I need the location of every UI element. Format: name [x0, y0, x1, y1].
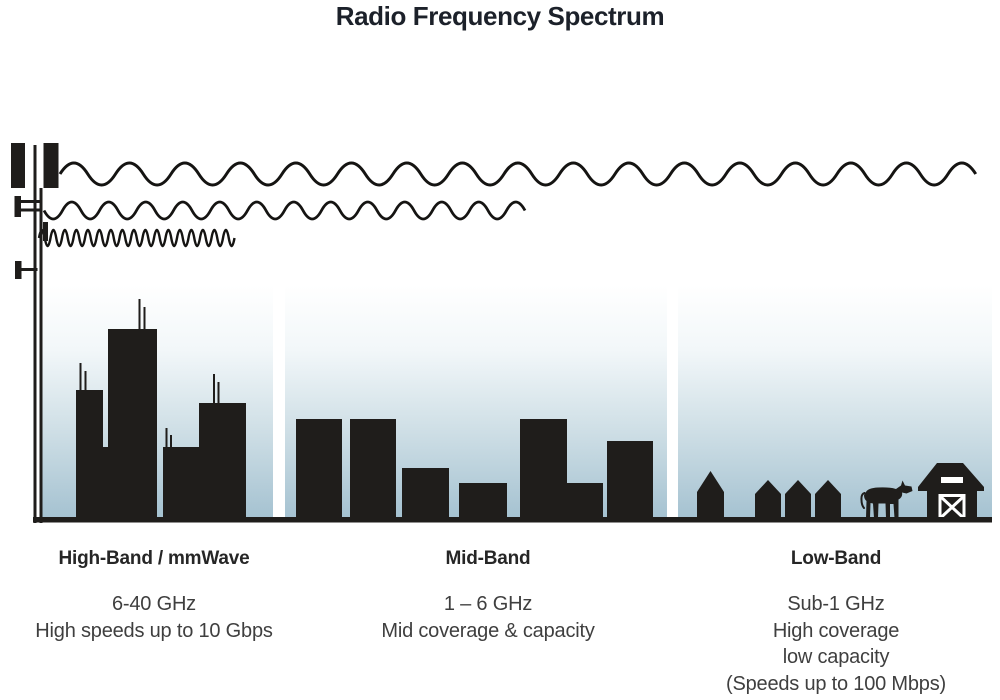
band-title-high: High-Band / mmWave: [58, 548, 250, 569]
band-label-mid: Mid-Band 1 – 6 GHz Mid coverage & capaci…: [318, 548, 658, 644]
band-description-mid: Mid coverage & capacity: [381, 619, 595, 642]
band-description-low-3: (Speeds up to 100 Mbps): [726, 672, 946, 695]
rooftop-antennas: [79, 299, 220, 448]
ground-line: [33, 517, 992, 523]
band-title-low: Low-Band: [790, 548, 882, 569]
barn-icon: [918, 463, 984, 520]
band-frequency-mid: 1 – 6 GHz: [443, 593, 533, 615]
radio-waves: [37, 161, 978, 248]
short-wavelength-wave: [37, 228, 236, 248]
band-description-high: High speeds up to 10 Gbps: [35, 619, 273, 642]
house-icon: [755, 480, 781, 520]
page-title: Radio Frequency Spectrum: [335, 1, 665, 31]
cell-tower-icon: [11, 143, 59, 523]
sky-panels: [42, 285, 992, 518]
cow-icon: [860, 480, 913, 518]
band-label-low: Low-Band Sub-1 GHz High coverage low cap…: [666, 548, 1000, 697]
house-icon: [697, 471, 724, 520]
houses: [697, 471, 841, 520]
band-label-high: High-Band / mmWave 6-40 GHz High speeds …: [0, 548, 324, 644]
long-wavelength-wave: [58, 161, 978, 187]
band-frequency-high: 6-40 GHz: [112, 593, 196, 615]
sky-panel-mid-band: [285, 285, 667, 518]
band-title-mid: Mid-Band: [445, 548, 531, 569]
band-description-low-1: High coverage: [772, 619, 900, 642]
band-frequency-low: Sub-1 GHz: [787, 593, 885, 615]
city-skyscrapers: [76, 299, 246, 520]
house-icon: [785, 480, 811, 520]
house-icon: [815, 480, 841, 520]
midrise-buildings: [296, 419, 653, 520]
medium-wavelength-wave: [42, 200, 527, 221]
band-description-low-2: low capacity: [782, 646, 890, 668]
